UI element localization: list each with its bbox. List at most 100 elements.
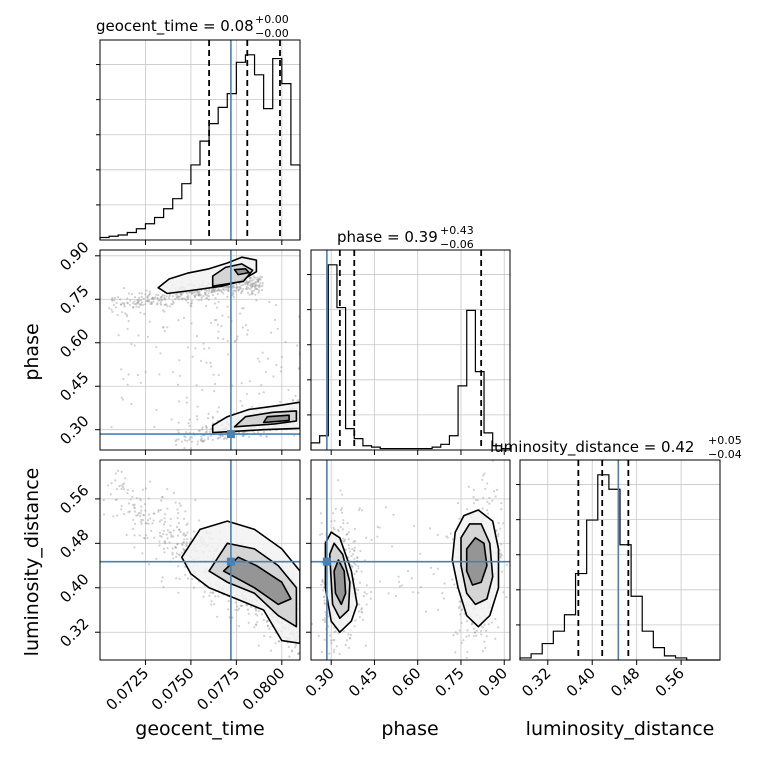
sample-point — [152, 512, 155, 515]
sample-point — [202, 440, 205, 443]
sample-point — [162, 523, 166, 526]
sample-point — [191, 355, 194, 358]
sample-point — [467, 485, 470, 488]
sample-point — [180, 297, 183, 300]
sample-point — [155, 408, 158, 412]
sample-point — [244, 323, 247, 327]
sample-point — [217, 373, 220, 377]
sample-point — [193, 290, 197, 293]
sample-point — [342, 537, 345, 540]
sample-point — [201, 440, 204, 443]
title-geocent-time: geocent_time = 0.08 — [96, 17, 254, 36]
sample-point — [162, 547, 166, 550]
sample-point — [480, 633, 483, 636]
sample-point — [186, 301, 190, 304]
sample-point — [236, 286, 239, 289]
sample-point — [353, 540, 357, 543]
sample-point — [119, 303, 123, 306]
sample-point — [170, 418, 173, 421]
sample-point — [197, 293, 200, 297]
sample-point — [240, 290, 243, 293]
sample-point — [205, 297, 208, 300]
sample-point — [320, 521, 323, 525]
sample-point — [465, 620, 469, 623]
sample-point — [332, 526, 335, 529]
sample-point — [248, 288, 252, 291]
sample-point — [177, 296, 180, 299]
sample-point — [255, 623, 258, 627]
sample-point — [148, 292, 152, 295]
sample-point — [128, 303, 132, 306]
sample-point — [178, 359, 181, 362]
sample-point — [247, 281, 250, 284]
sample-point — [452, 634, 455, 637]
sample-point — [216, 323, 219, 326]
sample-point — [188, 418, 191, 421]
sample-point — [251, 405, 254, 408]
sample-point — [102, 499, 105, 502]
sample-point — [115, 498, 118, 501]
sample-point — [177, 298, 180, 301]
xlabel-geocent-time: geocent_time — [135, 718, 264, 740]
sample-point — [497, 626, 500, 629]
sample-point — [293, 434, 296, 437]
xtick-label-luminosity-distance-3: 0.56 — [652, 664, 688, 700]
xtick-label-geocent-time-0: 0.0725 — [102, 664, 152, 714]
sample-point — [242, 434, 245, 438]
sample-point — [166, 305, 169, 308]
sample-point — [347, 538, 350, 541]
sample-point — [163, 329, 166, 333]
sample-point — [458, 600, 461, 603]
sample-point — [110, 308, 113, 311]
sample-point — [190, 302, 193, 305]
sample-point — [488, 502, 491, 505]
sample-point — [219, 289, 223, 292]
sample-point — [188, 438, 191, 441]
sample-point — [152, 519, 155, 522]
sample-point — [360, 607, 364, 610]
sample-point — [146, 296, 149, 299]
sample-point — [138, 292, 141, 295]
sample-point — [142, 303, 145, 307]
sample-point — [274, 642, 277, 645]
sample-point — [262, 618, 265, 622]
sample-point — [211, 422, 215, 425]
sample-point — [186, 439, 189, 442]
sample-point — [184, 573, 187, 576]
sample-point — [488, 496, 491, 499]
sample-point — [180, 293, 183, 296]
sample-point — [176, 295, 179, 298]
sample-point — [241, 283, 245, 287]
sample-point — [324, 617, 327, 620]
sample-point — [457, 606, 460, 610]
sample-point — [234, 601, 237, 604]
sample-point — [227, 608, 230, 611]
sample-point — [225, 288, 228, 291]
sample-point — [213, 289, 216, 292]
sample-point — [110, 426, 113, 429]
sample-point — [442, 597, 446, 600]
sample-point — [210, 291, 213, 294]
sample-point — [129, 299, 132, 302]
sample-point — [256, 279, 260, 282]
sample-point — [227, 290, 230, 293]
sample-point — [200, 428, 204, 431]
sample-point — [258, 277, 261, 280]
sample-point — [176, 516, 179, 519]
ylabel-luminosity-distance: luminosity_distance — [21, 468, 43, 657]
sample-point — [183, 439, 187, 442]
sample-point — [345, 639, 349, 642]
sample-point — [214, 290, 217, 293]
sample-point — [250, 282, 253, 285]
sample-point — [480, 667, 482, 669]
title-luminosity-distance-sup: +0.05 — [708, 434, 742, 447]
sample-point — [301, 413, 303, 415]
xtick-label-luminosity-distance-0: 0.32 — [518, 664, 554, 700]
sample-point — [177, 591, 180, 594]
sample-point — [227, 286, 230, 289]
panel-content-phase-vs-geocent-time — [100, 250, 303, 450]
sample-point — [499, 556, 502, 559]
sample-point — [272, 375, 275, 378]
sample-point — [351, 547, 354, 551]
sample-point — [120, 484, 123, 487]
